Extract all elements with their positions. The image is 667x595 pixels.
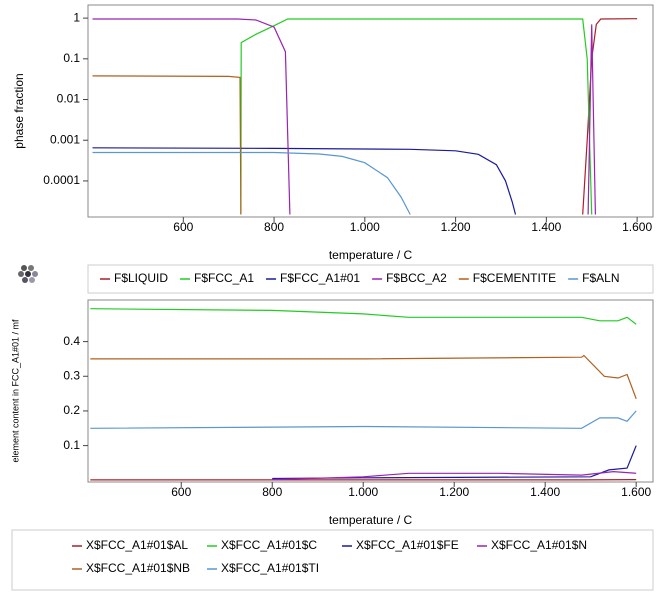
x-tick-label: 600 — [173, 220, 193, 234]
y-tick-label: 0.1 — [63, 51, 80, 65]
y-tick-label: 0.3 — [63, 368, 80, 382]
x-tick-label: 1.600 — [621, 485, 651, 499]
x-axis-label: temperature / C — [329, 513, 413, 527]
series-line — [90, 354, 637, 400]
y-tick-label: 0.2 — [63, 403, 80, 417]
y-tick-label: 0.4 — [63, 334, 80, 348]
x-tick-label: 1.200 — [441, 220, 471, 234]
y-tick-label: 0.01 — [57, 92, 81, 106]
legend-label: F$FCC_A1#01 — [280, 271, 360, 285]
legend-label: F$CEMENTITE — [473, 271, 556, 285]
x-tick-label: 1.400 — [530, 485, 560, 499]
series-line — [90, 410, 637, 429]
x-tick-label: 1.200 — [439, 485, 469, 499]
x-tick-label: 1.400 — [531, 220, 561, 234]
app-icon — [18, 265, 38, 283]
series-line — [272, 470, 637, 481]
legend-label: F$ALN — [582, 271, 619, 285]
x-tick-label: 800 — [264, 220, 284, 234]
x-axis-label: temperature / C — [329, 248, 413, 262]
legend-label: F$FCC_A1 — [194, 271, 254, 285]
series-line — [92, 18, 596, 215]
x-tick-label: 800 — [262, 485, 282, 499]
y-tick-label: 0.1 — [63, 438, 80, 452]
x-tick-label: 1.600 — [622, 220, 652, 234]
legend-label: X$FCC_A1#01$N — [491, 538, 587, 552]
x-tick-label: 1.000 — [348, 485, 378, 499]
legend-label: F$BCC_A2 — [386, 271, 447, 285]
legend-label: X$FCC_A1#01$AL — [86, 538, 188, 552]
series-line — [92, 75, 242, 215]
y-axis-label: phase fraction — [12, 73, 26, 148]
x-tick-label: 1.000 — [350, 220, 380, 234]
legend-label: F$LIQUID — [114, 271, 168, 285]
x-tick-label: 600 — [171, 485, 191, 499]
y-tick-label: 1 — [73, 10, 80, 24]
series-line — [582, 18, 638, 215]
series-line — [92, 147, 517, 215]
legend-box — [11, 529, 654, 591]
series-line — [90, 308, 637, 325]
series-line — [240, 18, 593, 215]
plot-frame — [87, 4, 654, 218]
y-tick-label: 0.001 — [50, 132, 80, 146]
legend-label: X$FCC_A1#01$C — [221, 538, 317, 552]
legend-label: X$FCC_A1#01$FE — [356, 538, 459, 552]
legend-box — [87, 264, 654, 294]
legend-label: X$FCC_A1#01$TI — [221, 561, 319, 575]
series-line — [92, 151, 411, 215]
y-axis-label: element content in FCC_A1#01 / mf — [10, 319, 20, 463]
legend-label: X$FCC_A1#01$NB — [86, 561, 190, 575]
plot-frame — [87, 299, 654, 483]
y-tick-label: 0.0001 — [43, 173, 80, 187]
